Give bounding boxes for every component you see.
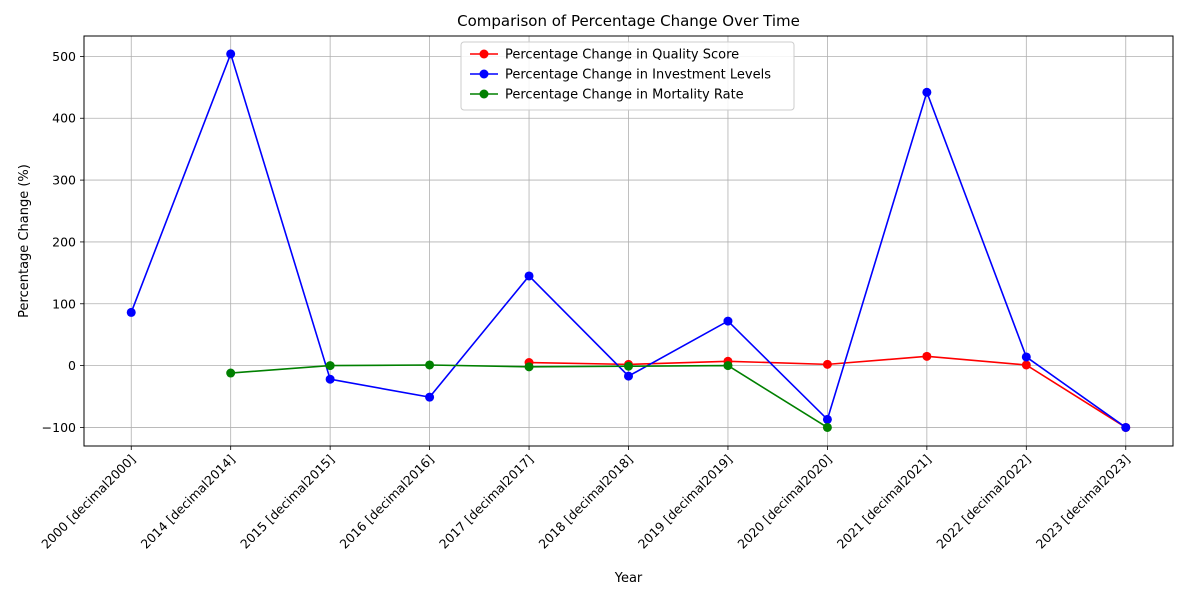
legend-box — [460, 41, 795, 111]
data-point — [524, 362, 534, 372]
data-point — [325, 361, 335, 371]
legend-label: Percentage Change in Mortality Rate — [505, 88, 744, 103]
data-point — [1021, 352, 1031, 362]
data-point — [822, 422, 832, 432]
data-point — [922, 87, 932, 97]
legend-marker — [479, 69, 489, 79]
legend-label: Percentage Change in Investment Levels — [505, 68, 771, 83]
data-point — [1021, 360, 1031, 370]
y-axis-ticks: −100 0 100 200 300 400 500 — [42, 49, 84, 435]
y-axis-title: Percentage Change (%) — [17, 164, 32, 318]
x-axis-title: Year — [614, 571, 643, 586]
data-point — [822, 414, 832, 424]
legend-marker — [479, 49, 489, 59]
data-point — [624, 361, 633, 371]
data-point — [723, 361, 733, 371]
y-tick-label: 0 — [68, 358, 76, 373]
legend-label: Percentage Change in Quality Score — [505, 48, 739, 63]
data-point — [822, 359, 832, 369]
data-point — [524, 271, 534, 281]
series-layer — [126, 49, 1131, 432]
data-point — [922, 351, 932, 361]
data-point — [126, 307, 136, 317]
data-point — [425, 392, 435, 402]
legend: Percentage Change in Quality Score Percen… — [460, 41, 795, 111]
series — [226, 360, 832, 432]
data-point — [226, 368, 236, 378]
legend-marker — [479, 89, 489, 99]
data-point — [226, 49, 236, 59]
y-tick-label: 100 — [52, 296, 76, 311]
y-tick-label: 400 — [52, 111, 76, 126]
y-tick-label: 200 — [52, 234, 76, 249]
y-tick-label: −100 — [42, 420, 76, 435]
data-point — [325, 374, 335, 384]
y-tick-label: 300 — [52, 173, 76, 188]
series — [126, 49, 1131, 432]
grid — [84, 36, 1173, 446]
y-tick-label: 500 — [52, 49, 76, 64]
chart-title: Comparison of Percentage Change Over Tim… — [457, 12, 800, 30]
data-point — [624, 371, 633, 381]
data-point — [723, 316, 733, 326]
data-point — [1121, 422, 1131, 432]
data-point — [425, 360, 435, 370]
